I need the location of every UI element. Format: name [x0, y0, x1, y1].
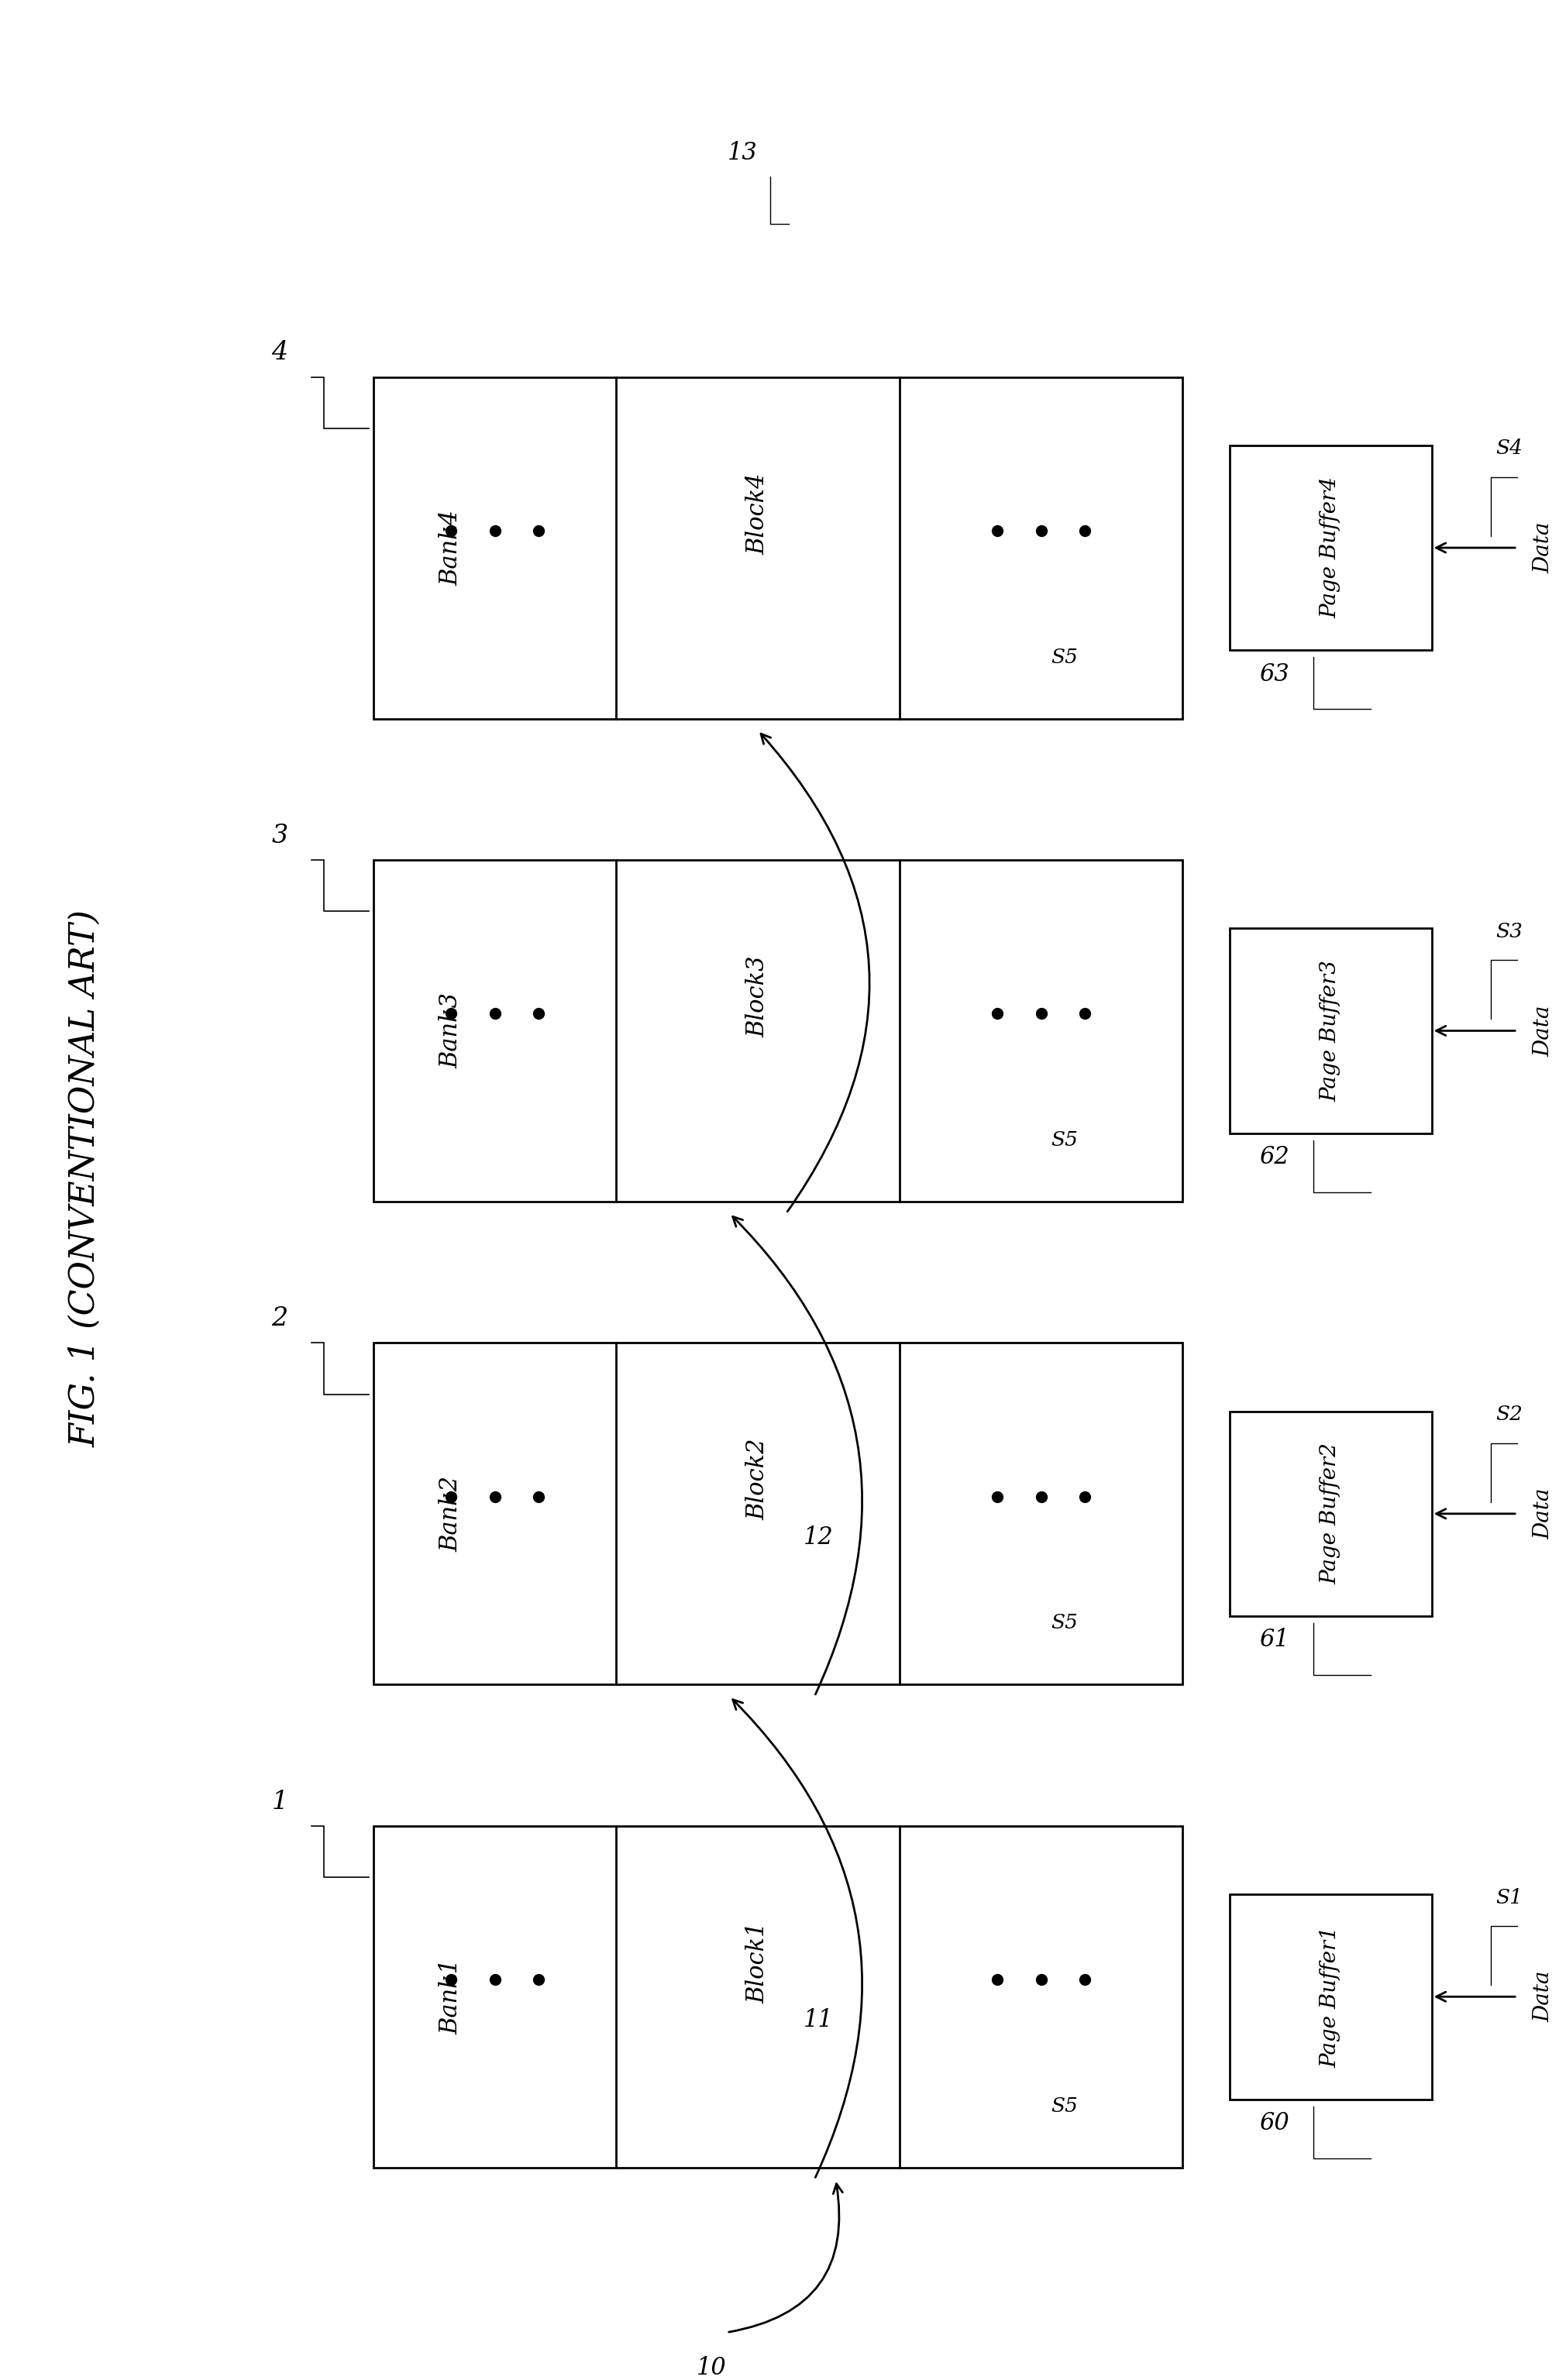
- Text: 4: 4: [271, 340, 288, 364]
- Bar: [1230, 928, 1431, 1133]
- Bar: [374, 1825, 1183, 2168]
- Text: S5: S5: [1051, 2097, 1077, 2116]
- Text: 13: 13: [728, 140, 758, 164]
- Text: 2: 2: [271, 1307, 288, 1330]
- Text: Page Buffer3: Page Buffer3: [1320, 959, 1341, 1102]
- Text: 11: 11: [804, 2009, 834, 2033]
- Text: Block1: Block1: [745, 1921, 770, 2004]
- Text: 61: 61: [1260, 1628, 1289, 1652]
- Text: S5: S5: [1051, 647, 1077, 666]
- Bar: [1230, 445, 1431, 650]
- Text: Bank1: Bank1: [440, 1959, 463, 2035]
- Text: 60: 60: [1260, 2111, 1289, 2135]
- Text: Page Buffer1: Page Buffer1: [1320, 1925, 1341, 2068]
- Text: Bank4: Bank4: [440, 509, 463, 585]
- Bar: [374, 376, 1183, 719]
- Text: 3: 3: [271, 823, 288, 847]
- Text: 1: 1: [271, 1790, 288, 1814]
- Text: Page Buffer2: Page Buffer2: [1320, 1442, 1341, 1585]
- Text: S1: S1: [1497, 1887, 1523, 1906]
- Text: 12: 12: [804, 1526, 834, 1549]
- Text: Page Buffer4: Page Buffer4: [1320, 476, 1341, 619]
- Text: S3: S3: [1497, 921, 1523, 940]
- Text: S5: S5: [1051, 1130, 1077, 1150]
- Text: Bank3: Bank3: [440, 992, 463, 1069]
- Text: 62: 62: [1260, 1145, 1289, 1169]
- Text: Block2: Block2: [745, 1438, 770, 1521]
- Bar: [374, 859, 1183, 1202]
- Text: Data: Data: [1532, 521, 1554, 574]
- Text: Block4: Block4: [745, 474, 770, 555]
- Text: Data: Data: [1532, 1004, 1554, 1057]
- Text: Block3: Block3: [745, 957, 770, 1038]
- Text: Data: Data: [1532, 1488, 1554, 1540]
- Bar: [1230, 1894, 1431, 2099]
- Text: S5: S5: [1051, 1614, 1077, 1633]
- Text: Bank2: Bank2: [440, 1476, 463, 1552]
- Bar: [1230, 1411, 1431, 1616]
- Text: Data: Data: [1532, 1971, 1554, 2023]
- Text: S2: S2: [1497, 1404, 1523, 1423]
- Bar: [374, 1342, 1183, 1685]
- Text: S4: S4: [1497, 438, 1523, 459]
- Text: FIG. 1 (CONVENTIONAL ART): FIG. 1 (CONVENTIONAL ART): [69, 909, 103, 1447]
- Text: 10: 10: [697, 2356, 726, 2380]
- Text: 63: 63: [1260, 662, 1289, 685]
